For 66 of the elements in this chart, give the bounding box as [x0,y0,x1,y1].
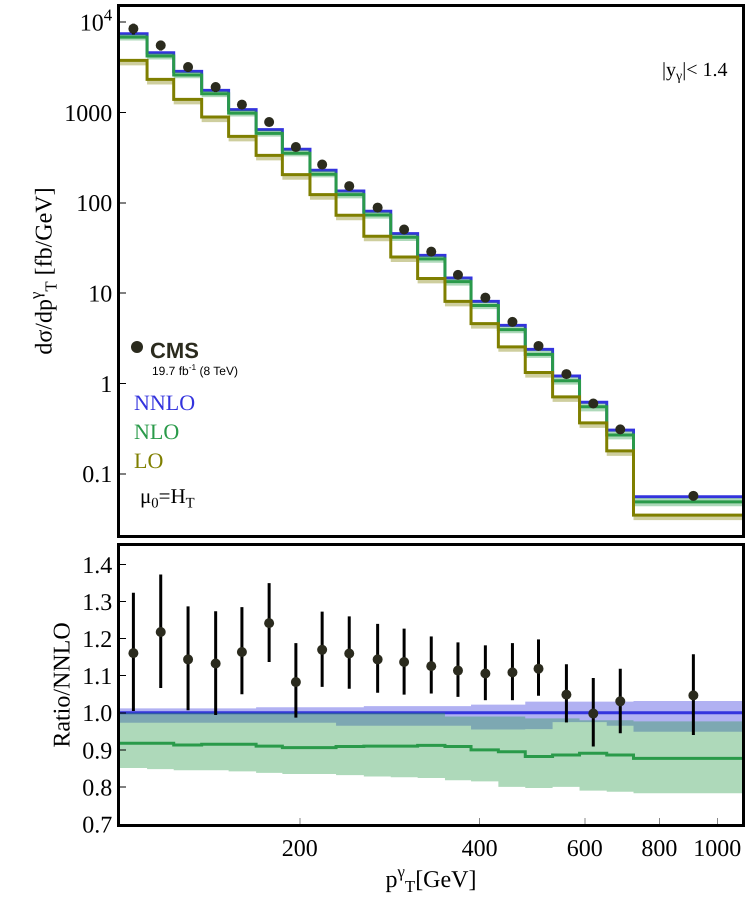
point [236,100,247,110]
point [615,696,626,706]
point [561,690,572,700]
point [399,657,410,668]
point [156,40,166,50]
y-tick-label: 0.9 [82,738,112,764]
point [183,654,194,664]
point [372,654,383,664]
point [588,398,598,408]
y-tick-label: 1.0 [82,701,112,728]
point [183,62,194,72]
point [290,142,301,152]
point [480,668,490,679]
point [399,224,410,234]
point [561,369,572,380]
text: LO [134,448,164,473]
y-tick-label: 1.1 [82,664,112,690]
point [264,117,274,128]
x-tick-label: 400 [462,836,498,862]
point [128,24,138,34]
point [344,648,354,658]
x-tick-label: 1000 [693,836,742,862]
x-tick-label: 800 [641,836,678,862]
annotation: μ$_{0}$=H$_{T}$ [140,484,195,512]
y-tick-label: 100 [76,191,112,218]
annotation: |y$_{γ}$|< 1.4 [662,59,728,84]
point [588,708,598,719]
point [426,246,436,257]
point [210,82,221,92]
y-tick-label: 1 [100,372,112,398]
y-tick-label: 10$^{4}$ [80,5,113,37]
point [507,667,518,678]
annotation: 19.7 fb$^{-1}$ (8 TeV) [152,362,238,378]
point [290,677,301,688]
point [507,316,518,327]
text: NNLO [134,390,196,415]
y-tick-label: 1.3 [82,590,112,616]
x-tick-label: 200 [282,836,318,862]
point [236,647,247,658]
point [264,618,274,628]
point [317,644,328,655]
text: NLO [134,419,180,444]
point [452,270,463,280]
point [156,626,166,637]
point [128,648,138,658]
y-tick-label: 0.1 [82,462,112,488]
point [317,160,328,170]
y-tick-label: 1.4 [82,552,112,579]
y-tick-label: 1000 [64,100,112,127]
point [372,202,383,213]
y-axis-title: Ratio/NNLO [49,622,76,748]
point [534,664,544,674]
y-tick-label: 1.2 [82,627,112,654]
legend-label: CMS [150,338,199,363]
point [344,181,354,192]
x-tick-label: 600 [566,836,603,862]
y-tick-label: 0.7 [82,812,112,838]
point [452,666,463,676]
point [210,658,221,668]
point [534,340,544,351]
point [480,292,490,303]
y-tick-label: 10 [88,282,112,308]
y-tick-label: 0.8 [82,775,112,802]
x-axis-title: p$^{γ}$$_{T}$[GeV] [386,862,476,896]
point [426,661,436,672]
point [615,424,626,434]
